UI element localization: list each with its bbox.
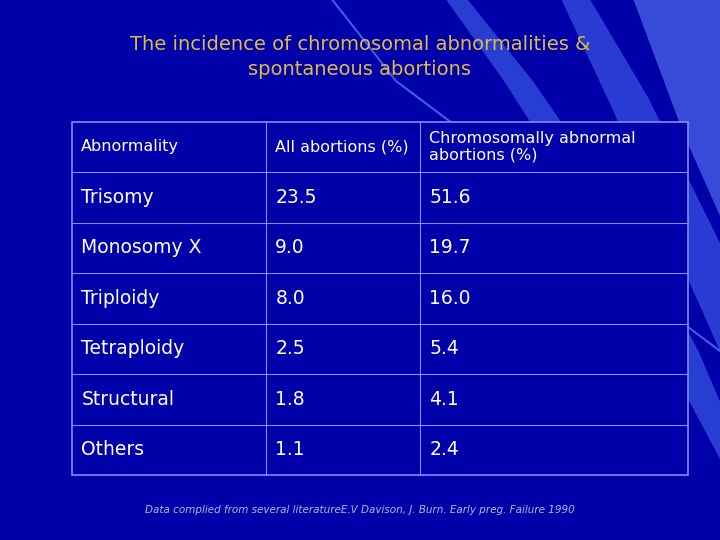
PathPatch shape <box>562 0 720 513</box>
Text: Data complied from several literatureE.V Davison, J. Burn. Early preg. Failure 1: Data complied from several literatureE.V… <box>145 505 575 515</box>
Text: 9.0: 9.0 <box>275 238 305 258</box>
Text: 2.4: 2.4 <box>429 441 459 460</box>
Text: Others: Others <box>81 441 145 460</box>
Text: Chromosomally abnormal
abortions (%): Chromosomally abnormal abortions (%) <box>429 131 636 163</box>
Text: 51.6: 51.6 <box>429 188 471 207</box>
Text: 2.5: 2.5 <box>275 339 305 359</box>
Text: Abnormality: Abnormality <box>81 139 179 154</box>
Text: 1.8: 1.8 <box>275 390 305 409</box>
Text: 1.1: 1.1 <box>275 441 305 460</box>
Text: Tetraploidy: Tetraploidy <box>81 339 184 359</box>
Text: 4.1: 4.1 <box>429 390 459 409</box>
Text: 19.7: 19.7 <box>429 238 471 258</box>
Text: 23.5: 23.5 <box>275 188 317 207</box>
PathPatch shape <box>446 0 720 486</box>
Text: All abortions (%): All abortions (%) <box>275 139 409 154</box>
Text: 5.4: 5.4 <box>429 339 459 359</box>
Bar <box>72 122 688 475</box>
Text: 8.0: 8.0 <box>275 289 305 308</box>
PathPatch shape <box>634 0 720 486</box>
Text: Trisomy: Trisomy <box>81 188 154 207</box>
Text: Triploidy: Triploidy <box>81 289 160 308</box>
Text: Monosomy X: Monosomy X <box>81 238 202 258</box>
Text: The incidence of chromosomal abnormalities &
spontaneous abortions: The incidence of chromosomal abnormaliti… <box>130 35 590 79</box>
Text: 16.0: 16.0 <box>429 289 471 308</box>
Text: Structural: Structural <box>81 390 174 409</box>
